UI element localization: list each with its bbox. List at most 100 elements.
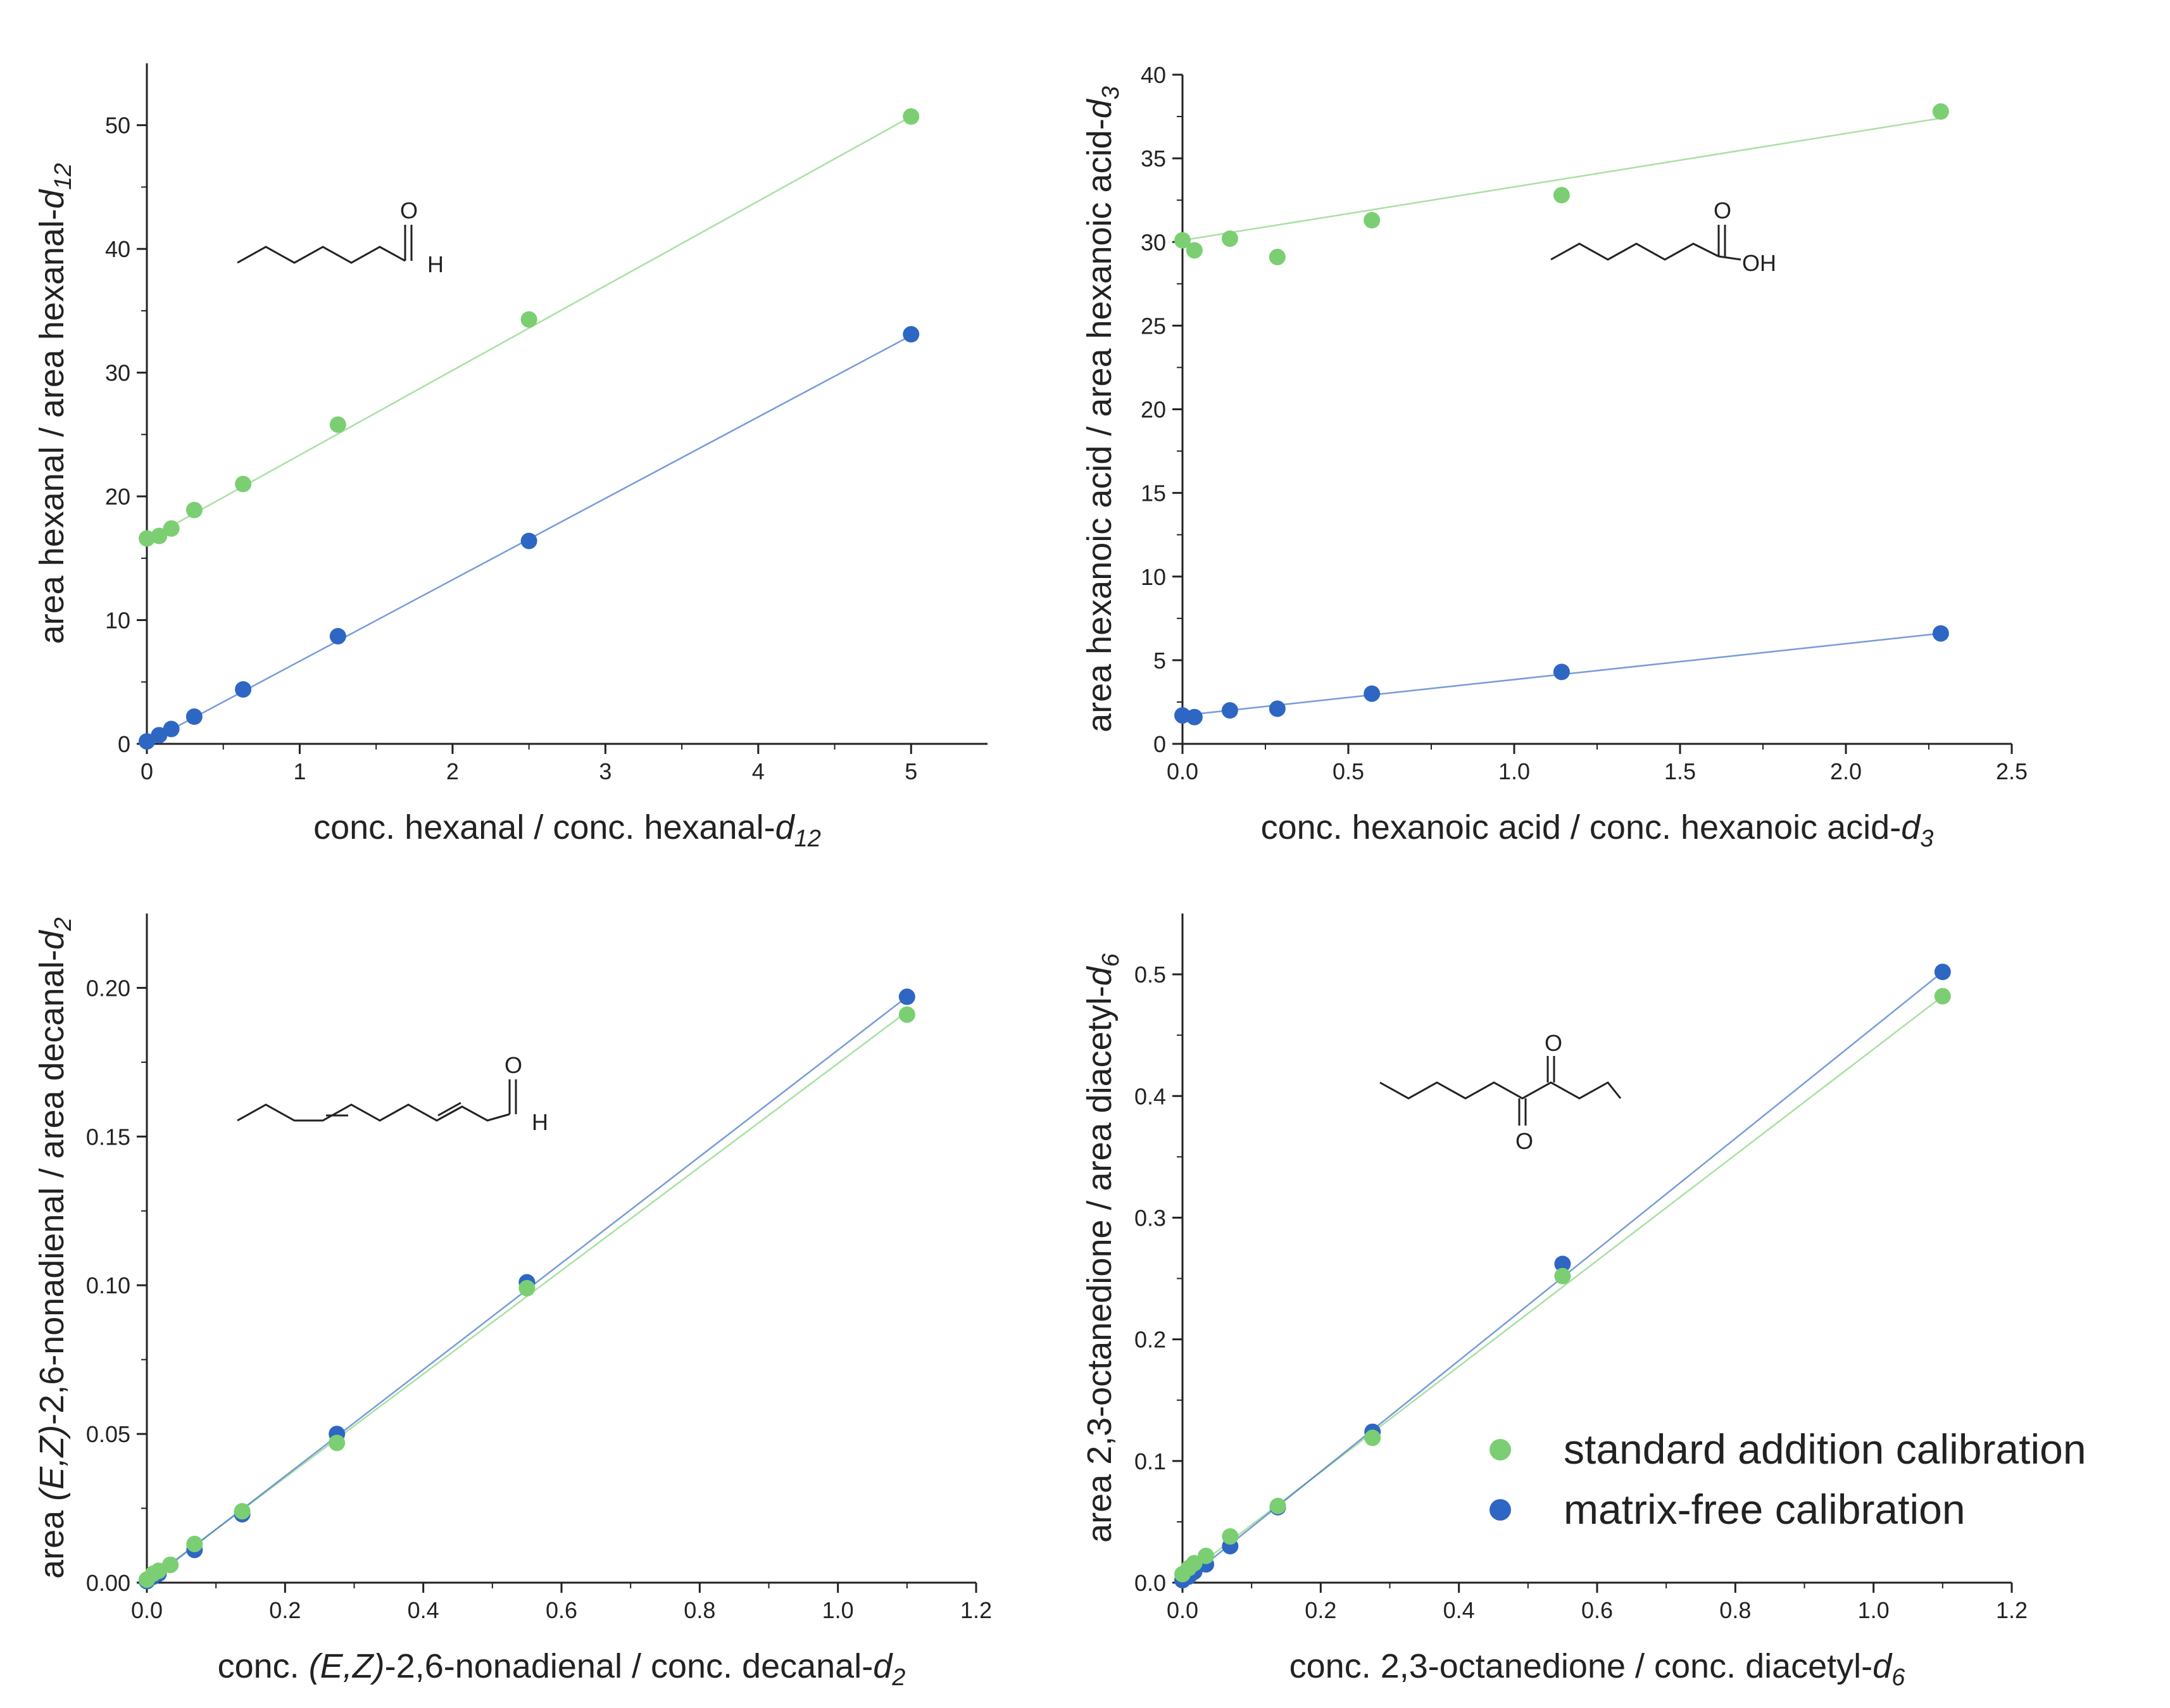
point-matrix-free: [520, 532, 537, 549]
point-standard-addition: [235, 475, 252, 493]
y-tick-label: 30: [1141, 229, 1166, 255]
x-tick-label: 1.5: [1664, 758, 1696, 784]
point-matrix-free: [329, 627, 346, 644]
x-tick-label: 0.4: [1443, 1597, 1475, 1623]
fit-line-standard-addition: [1182, 117, 1941, 241]
point-standard-addition: [139, 530, 155, 547]
x-tick-label: 2.5: [1996, 758, 2028, 784]
point-standard-addition: [1932, 103, 1949, 120]
y-tick-label: 40: [105, 236, 130, 262]
y-tick-label: 0.4: [1134, 1083, 1166, 1109]
x-tick-label: 5: [905, 758, 917, 784]
point-standard-addition: [1364, 1429, 1381, 1447]
y-tick-label: 0.3: [1134, 1205, 1166, 1231]
y-tick-label: 25: [1141, 313, 1166, 339]
panel-nonadienal: 0.0 0.2 0.4 0.6 0.8 1.0 1.2 0.00 0.05 0.10 0.15 0.2…: [33, 914, 992, 1691]
point-standard-addition: [1174, 232, 1191, 249]
point-standard-addition: [1186, 1555, 1203, 1572]
y-tick-label: 0.00: [86, 1570, 130, 1596]
x-tick-label: 0.6: [546, 1597, 577, 1623]
point-standard-addition: [1554, 1267, 1571, 1284]
x-tick-label: 1.2: [1996, 1597, 2028, 1623]
y-tick-label: 0.15: [86, 1124, 130, 1150]
point-standard-addition: [518, 1279, 536, 1297]
x-tick-label: 2.0: [1830, 758, 1862, 784]
x-axis-title: conc. hexanoic acid / conc. hexanoic aci…: [1261, 808, 1934, 852]
y-axis-title: area hexanal / area hexanal-d12: [33, 163, 77, 644]
point-standard-addition: [1221, 230, 1238, 247]
point-matrix-free: [1364, 685, 1381, 702]
x-tick-label: 0.0: [1167, 758, 1198, 784]
hexanal-structure: [237, 225, 413, 264]
point-standard-addition: [162, 1556, 179, 1573]
legend-marker-standard-addition: [1490, 1439, 1511, 1460]
point-standard-addition: [163, 520, 180, 537]
y-axis-title: area hexanoic acid / area hexanoic acid-…: [1081, 86, 1124, 732]
fit-line-standard-addition: [146, 115, 912, 541]
nonadienal-structure-o-label: O: [505, 1052, 522, 1078]
y-tick-label: 0.1: [1134, 1448, 1166, 1474]
x-tick-label: 0: [141, 758, 153, 784]
point-matrix-free: [1932, 625, 1949, 642]
point-matrix-free: [139, 733, 155, 750]
x-tick-label: 0.6: [1581, 1597, 1613, 1623]
point-matrix-free: [1554, 1255, 1571, 1272]
point-matrix-free: [903, 326, 920, 343]
x-tick-label: 0.0: [131, 1597, 163, 1623]
nonadienal-structure-h-label: H: [532, 1109, 548, 1135]
y-axis-title: area (E,Z)-2,6-nonadienal / area decanal…: [33, 917, 77, 1579]
point-matrix-free: [1186, 708, 1203, 725]
x-axis-title: conc. hexanal / conc. hexanal-d12: [313, 808, 821, 852]
octanedione-structure-o-top-label: O: [1545, 1030, 1562, 1056]
y-tick-label: 35: [1141, 146, 1166, 172]
y-tick-label: 50: [105, 113, 130, 139]
point-standard-addition: [903, 108, 920, 125]
point-matrix-free: [185, 708, 203, 725]
y-tick-label: 15: [1141, 480, 1166, 506]
octanedione-structure: [1379, 1056, 1622, 1126]
y-tick-label: 40: [1141, 62, 1166, 88]
y-tick-label: 0.10: [86, 1272, 130, 1298]
hexanoic-acid-structure-o-label: O: [1714, 198, 1731, 223]
y-tick-label: 0.05: [86, 1421, 130, 1447]
y-axis-title: area 2,3-octanedione / area diacetyl-d6: [1081, 953, 1124, 1543]
point-standard-addition: [329, 416, 346, 433]
x-tick-label: 1.0: [1858, 1597, 1890, 1623]
point-standard-addition: [1934, 988, 1951, 1005]
point-matrix-free: [1221, 702, 1238, 719]
y-tick-label: 0.5: [1134, 962, 1166, 988]
point-matrix-free: [151, 727, 168, 744]
y-tick-label: 20: [105, 484, 130, 510]
x-tick-label: 1.0: [1498, 758, 1530, 784]
point-standard-addition: [520, 311, 537, 328]
point-standard-addition: [1553, 187, 1570, 204]
x-tick-label: 4: [752, 758, 765, 784]
point-matrix-free: [1269, 700, 1286, 717]
hexanoic-acid-structure-oh-label: OH: [1742, 250, 1776, 276]
legend-label-matrix-free: matrix-free calibration: [1564, 1486, 1966, 1533]
y-tick-label: 10: [105, 608, 130, 634]
point-matrix-free: [1934, 964, 1951, 981]
point-standard-addition: [151, 527, 168, 544]
point-matrix-free: [235, 681, 252, 698]
hexanal-structure-o-label: O: [400, 198, 418, 223]
y-tick-label: 20: [1141, 397, 1166, 423]
x-tick-label: 0.4: [408, 1597, 439, 1623]
y-tick-label: 0.0: [1134, 1570, 1166, 1596]
point-standard-addition: [1198, 1547, 1215, 1564]
legend-marker-matrix-free: [1490, 1499, 1511, 1521]
y-tick-label: 5: [1153, 648, 1166, 674]
x-axis-title: conc. (E,Z)-2,6-nonadienal / conc. decan…: [218, 1647, 906, 1691]
nonadienal-structure: [237, 1079, 517, 1122]
point-standard-addition: [329, 1435, 346, 1452]
point-standard-addition: [1269, 1497, 1286, 1514]
point-standard-addition: [1222, 1528, 1239, 1545]
hexanoic-acid-structure: [1550, 225, 1741, 261]
point-standard-addition: [1364, 211, 1381, 229]
y-tick-label: 30: [105, 360, 130, 386]
point-matrix-free: [163, 720, 180, 738]
point-matrix-free: [898, 988, 915, 1005]
point-standard-addition: [234, 1503, 251, 1520]
